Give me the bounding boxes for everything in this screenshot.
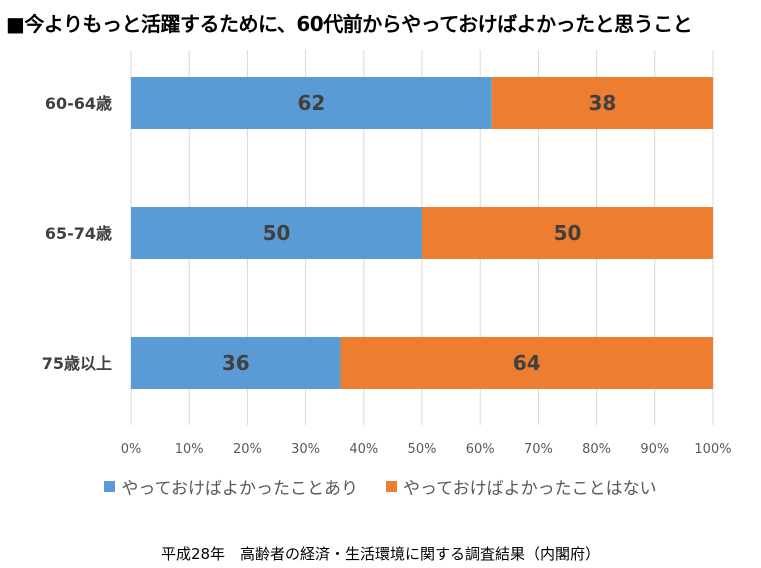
x-tick-label: 50% <box>408 442 437 457</box>
data-label: 38 <box>588 91 616 115</box>
legend-item-no: やっておけばよかったことはない <box>386 474 657 499</box>
bar-segment-no <box>491 77 713 129</box>
bar-segment-no <box>340 337 713 389</box>
category-label: 65-74歳 <box>45 224 112 243</box>
source-note: 平成28年 高齢者の経済・生活環境に関する調査結果（内閣府） <box>160 545 601 563</box>
bar-segment-yes <box>131 207 422 259</box>
legend-swatch-no <box>386 481 397 492</box>
data-label: 62 <box>297 91 325 115</box>
bar-segment-yes <box>131 337 341 389</box>
legend-label-yes: やっておけばよかったことあり <box>121 479 358 499</box>
legend-swatch-yes <box>104 481 116 492</box>
legend-label-no: やっておけばよかったことはない <box>403 479 657 499</box>
category-label: 75歳以上 <box>42 354 112 373</box>
x-tick-label: 10% <box>175 442 204 457</box>
x-tick-label: 20% <box>233 442 262 457</box>
chart-title: ■今よりもっと活躍するために、60代前からやっておけばよかったと思うこと <box>6 12 693 36</box>
x-tick-label: 30% <box>291 442 320 457</box>
category-label: 60-64歳 <box>45 94 112 113</box>
bar-segment-yes <box>131 77 492 129</box>
data-label: 50 <box>554 221 582 245</box>
legend-item-yes: やっておけばよかったことあり <box>104 474 358 499</box>
x-tick-label: 0% <box>121 442 142 457</box>
data-label: 64 <box>513 351 541 375</box>
bar-segment-no <box>422 207 713 259</box>
chart-plot: 0% 10% 20% 30% 40% 50% 60% 70% 80% 90% 100% 60-64歳 6… <box>42 50 732 457</box>
legend: やっておけばよかったことあり やっておけばよかったことはない <box>0 474 761 499</box>
x-tick-label: 70% <box>524 442 553 457</box>
x-tick-label: 90% <box>640 442 669 457</box>
x-tick-label: 40% <box>349 442 378 457</box>
x-tick-label: 100% <box>694 442 731 457</box>
x-tick-label: 80% <box>582 442 611 457</box>
data-label: 50 <box>263 221 291 245</box>
data-label: 36 <box>222 351 250 375</box>
x-tick-label: 60% <box>466 442 495 457</box>
